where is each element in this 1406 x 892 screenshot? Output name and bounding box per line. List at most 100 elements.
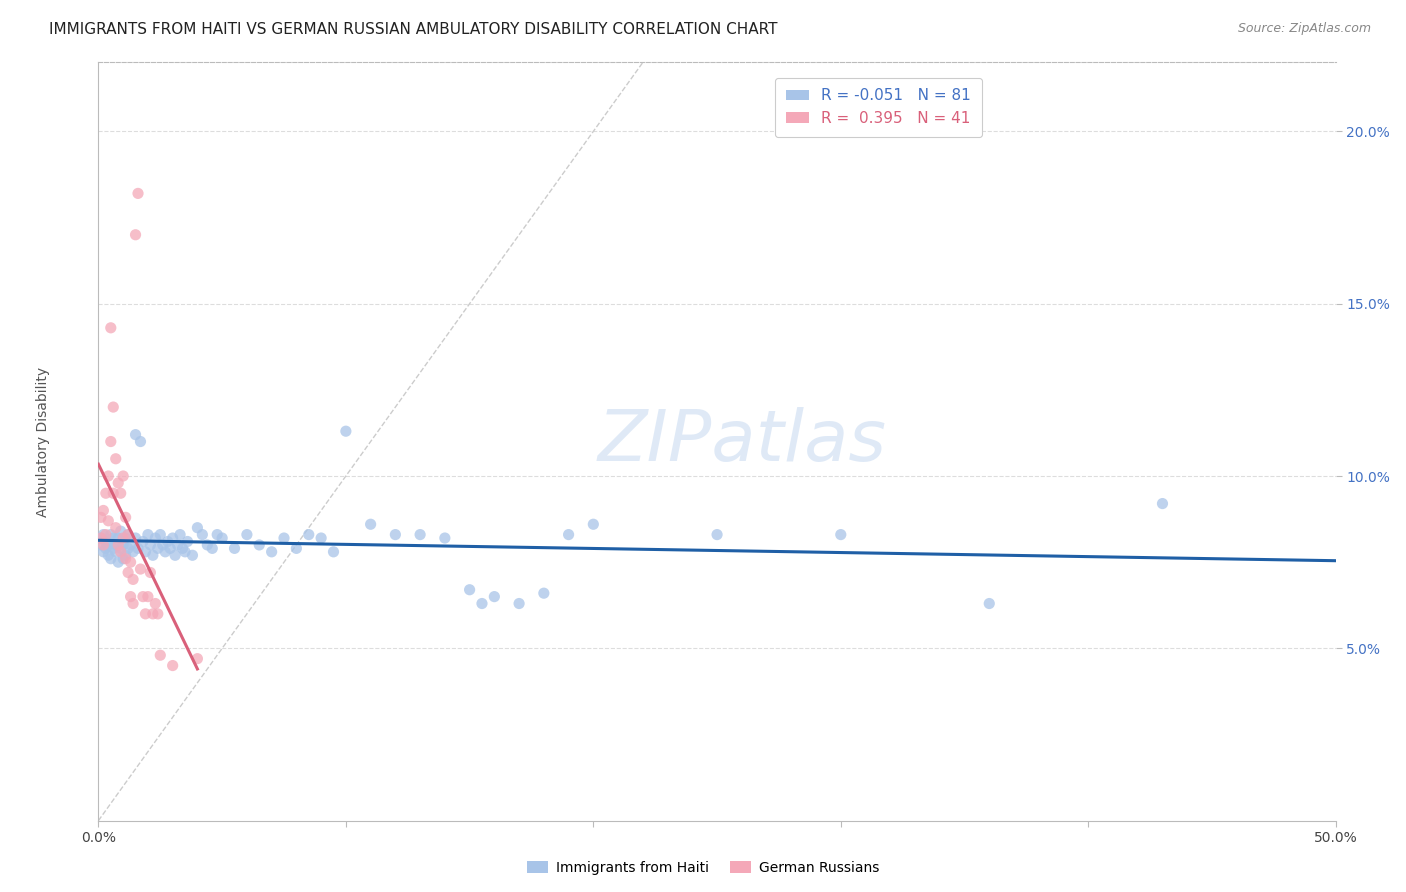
- Point: [508, 597, 530, 611]
- Point: [107, 475, 129, 490]
- Point: [103, 531, 125, 545]
- Point: [117, 527, 139, 541]
- Point: [94, 534, 117, 549]
- Point: [139, 566, 162, 580]
- Point: [127, 186, 149, 201]
- Point: [134, 607, 156, 621]
- Point: [322, 545, 344, 559]
- Point: [97, 469, 120, 483]
- Point: [110, 545, 132, 559]
- Point: [93, 503, 115, 517]
- Point: [132, 590, 155, 604]
- Point: [104, 538, 127, 552]
- Point: [97, 548, 120, 563]
- Text: ZIPatlas: ZIPatlas: [598, 407, 886, 476]
- Point: [285, 541, 308, 556]
- Point: [433, 531, 456, 545]
- Point: [110, 541, 132, 556]
- Point: [484, 590, 506, 604]
- Point: [112, 531, 135, 545]
- Point: [195, 538, 218, 552]
- Point: [201, 541, 224, 556]
- Point: [149, 648, 172, 663]
- Point: [122, 597, 145, 611]
- Point: [830, 527, 852, 541]
- Point: [129, 562, 152, 576]
- Point: [174, 545, 197, 559]
- Point: [104, 451, 127, 466]
- Point: [142, 607, 165, 621]
- Point: [298, 527, 321, 541]
- Point: [557, 527, 579, 541]
- Point: [107, 538, 129, 552]
- Point: [107, 531, 129, 545]
- Point: [176, 534, 198, 549]
- Point: [104, 521, 127, 535]
- Point: [533, 586, 555, 600]
- Point: [104, 545, 127, 559]
- Point: [120, 555, 142, 569]
- Point: [122, 573, 145, 587]
- Point: [117, 566, 139, 580]
- Point: [129, 434, 152, 449]
- Point: [166, 538, 188, 552]
- Point: [236, 527, 259, 541]
- Point: [162, 658, 184, 673]
- Point: [114, 548, 136, 563]
- Point: [103, 541, 125, 556]
- Text: Source: ZipAtlas.com: Source: ZipAtlas.com: [1237, 22, 1371, 36]
- Point: [309, 531, 332, 545]
- Point: [335, 424, 357, 438]
- Point: [205, 527, 228, 541]
- Point: [90, 531, 112, 545]
- Point: [582, 517, 605, 532]
- Point: [273, 531, 295, 545]
- Point: [117, 541, 139, 556]
- Point: [93, 545, 115, 559]
- Point: [124, 531, 146, 545]
- Text: IMMIGRANTS FROM HAITI VS GERMAN RUSSIAN AMBULATORY DISABILITY CORRELATION CHART: IMMIGRANTS FROM HAITI VS GERMAN RUSSIAN …: [49, 22, 778, 37]
- Point: [103, 486, 125, 500]
- Point: [260, 545, 283, 559]
- Point: [114, 510, 136, 524]
- Point: [93, 538, 115, 552]
- Point: [100, 527, 122, 541]
- Point: [162, 531, 184, 545]
- Point: [120, 538, 142, 552]
- Point: [143, 597, 166, 611]
- Point: [152, 538, 174, 552]
- Point: [706, 527, 728, 541]
- Point: [979, 597, 1001, 611]
- Point: [94, 486, 117, 500]
- Point: [94, 541, 117, 556]
- Point: [114, 551, 136, 566]
- Point: [100, 434, 122, 449]
- Point: [100, 320, 122, 334]
- Point: [120, 590, 142, 604]
- Point: [165, 548, 187, 563]
- Point: [112, 469, 135, 483]
- Point: [93, 527, 115, 541]
- Legend: R = -0.051   N = 81, R =  0.395   N = 41: R = -0.051 N = 81, R = 0.395 N = 41: [775, 78, 981, 136]
- Point: [458, 582, 481, 597]
- Point: [143, 531, 166, 545]
- Point: [134, 545, 156, 559]
- Point: [384, 527, 406, 541]
- Point: [409, 527, 432, 541]
- Text: Ambulatory Disability: Ambulatory Disability: [35, 367, 49, 516]
- Point: [155, 545, 177, 559]
- Point: [132, 534, 155, 549]
- Point: [112, 538, 135, 552]
- Point: [211, 531, 233, 545]
- Legend: Immigrants from Haiti, German Russians: Immigrants from Haiti, German Russians: [522, 855, 884, 880]
- Point: [247, 538, 270, 552]
- Point: [139, 538, 162, 552]
- Point: [107, 555, 129, 569]
- Point: [186, 521, 208, 535]
- Point: [1152, 497, 1174, 511]
- Point: [360, 517, 382, 532]
- Point: [471, 597, 494, 611]
- Point: [124, 227, 146, 242]
- Point: [103, 400, 125, 414]
- Point: [136, 590, 159, 604]
